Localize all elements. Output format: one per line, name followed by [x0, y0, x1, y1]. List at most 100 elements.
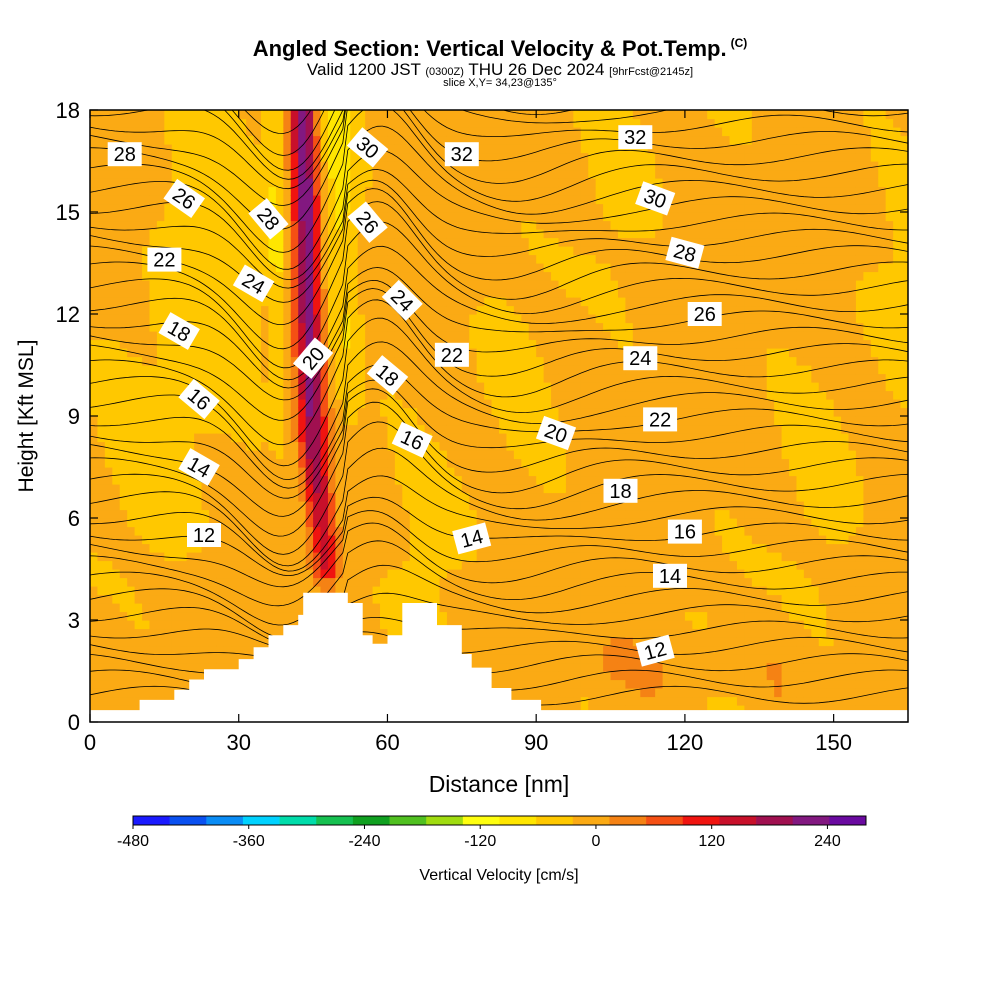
velocity-cell	[595, 441, 604, 451]
velocity-cell	[565, 195, 574, 205]
velocity-cell	[164, 535, 173, 545]
velocity-cell	[461, 611, 470, 621]
velocity-cell	[268, 161, 277, 171]
velocity-cell	[551, 322, 560, 332]
velocity-cell	[194, 220, 203, 230]
velocity-cell	[461, 280, 470, 290]
velocity-cell	[387, 314, 396, 324]
velocity-cell	[595, 671, 604, 681]
velocity-cell	[513, 246, 522, 256]
velocity-cell	[298, 560, 307, 570]
velocity-cell	[580, 220, 589, 230]
velocity-cell	[432, 186, 441, 196]
velocity-cell	[283, 475, 292, 485]
velocity-cell	[186, 637, 195, 647]
velocity-cell	[142, 322, 151, 332]
velocity-cell	[543, 586, 552, 596]
velocity-cell	[201, 135, 210, 145]
velocity-cell	[551, 161, 560, 171]
velocity-cell	[394, 229, 403, 239]
velocity-cell	[104, 654, 113, 664]
velocity-cell	[513, 501, 522, 511]
velocity-cell	[394, 331, 403, 341]
velocity-cell	[454, 560, 463, 570]
velocity-cell	[97, 297, 106, 307]
velocity-cell	[275, 467, 284, 477]
velocity-cell	[112, 288, 121, 298]
velocity-cell	[513, 603, 522, 613]
velocity-cell	[134, 203, 143, 213]
velocity-cell	[246, 433, 255, 443]
velocity-cell	[231, 254, 240, 264]
velocity-cell	[127, 118, 136, 128]
velocity-cell	[446, 424, 455, 434]
velocity-cell	[320, 365, 329, 375]
velocity-cell	[261, 628, 270, 638]
velocity-cell	[565, 339, 574, 349]
velocity-cell	[543, 212, 552, 222]
velocity-cell	[565, 441, 574, 451]
velocity-cell	[588, 543, 597, 553]
velocity-cell	[417, 594, 426, 604]
velocity-cell	[97, 407, 106, 417]
velocity-cell	[365, 339, 374, 349]
velocity-cell	[134, 331, 143, 341]
velocity-cell	[142, 441, 151, 451]
velocity-cell	[595, 535, 604, 545]
velocity-cell	[506, 118, 515, 128]
velocity-cell	[380, 484, 389, 494]
velocity-cell	[372, 433, 381, 443]
velocity-cell	[90, 152, 99, 162]
velocity-cell	[439, 450, 448, 460]
velocity-cell	[402, 161, 411, 171]
velocity-cell	[290, 271, 299, 281]
velocity-cell	[439, 280, 448, 290]
velocity-cell	[90, 611, 99, 621]
velocity-cell	[394, 416, 403, 426]
velocity-cell	[588, 518, 597, 528]
velocity-cell	[156, 203, 165, 213]
velocity-cell	[112, 322, 121, 332]
velocity-cell	[320, 178, 329, 188]
velocity-cell	[142, 662, 151, 672]
velocity-cell	[536, 135, 545, 145]
velocity-cell	[335, 441, 344, 451]
velocity-cell	[327, 331, 336, 341]
velocity-cell	[499, 373, 508, 383]
velocity-cell	[194, 501, 203, 511]
velocity-cell	[595, 339, 604, 349]
velocity-cell	[551, 152, 560, 162]
velocity-cell	[127, 263, 136, 273]
velocity-cell	[216, 603, 225, 613]
velocity-cell	[119, 331, 128, 341]
velocity-cell	[283, 118, 292, 128]
velocity-cell	[305, 314, 314, 324]
velocity-cell	[290, 586, 299, 596]
velocity-cell	[134, 212, 143, 222]
velocity-cell	[528, 144, 537, 154]
velocity-cell	[454, 127, 463, 137]
velocity-cell	[246, 229, 255, 239]
velocity-cell	[357, 416, 366, 426]
velocity-cell	[253, 535, 262, 545]
velocity-cell	[142, 577, 151, 587]
velocity-cell	[595, 603, 604, 613]
velocity-cell	[543, 305, 552, 315]
velocity-cell	[119, 118, 128, 128]
velocity-cell	[313, 467, 322, 477]
velocity-cell	[208, 475, 218, 485]
velocity-cell	[394, 390, 403, 400]
velocity-cell	[439, 297, 448, 307]
velocity-cell	[380, 280, 389, 290]
velocity-cell	[595, 348, 604, 358]
velocity-cell	[261, 441, 270, 451]
velocity-cell	[327, 535, 336, 545]
velocity-cell	[327, 288, 336, 298]
velocity-cell	[104, 416, 113, 426]
velocity-cell	[528, 356, 537, 366]
velocity-cell	[231, 603, 240, 613]
velocity-cell	[290, 288, 299, 298]
velocity-cell	[104, 501, 113, 511]
velocity-cell	[342, 433, 351, 443]
velocity-cell	[320, 220, 329, 230]
